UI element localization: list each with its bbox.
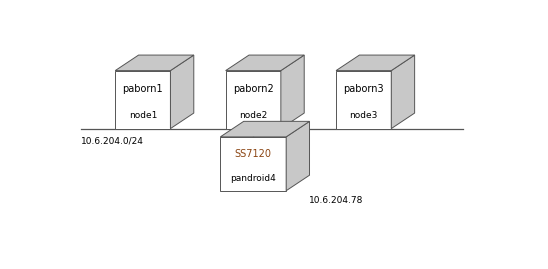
Bar [220,137,286,191]
Bar [336,70,391,129]
Bar [226,70,281,129]
Bar [115,70,170,129]
Text: node2: node2 [239,111,267,120]
Text: pandroid4: pandroid4 [230,174,276,183]
Polygon shape [115,55,194,70]
Text: paborn1: paborn1 [123,84,163,94]
Polygon shape [170,55,194,129]
Text: node3: node3 [350,111,378,120]
Text: paborn3: paborn3 [344,84,384,94]
Text: node1: node1 [129,111,157,120]
Polygon shape [220,121,310,137]
Polygon shape [391,55,415,129]
Polygon shape [226,55,304,70]
Text: 10.6.204.78: 10.6.204.78 [309,196,363,204]
Polygon shape [336,55,415,70]
Polygon shape [281,55,304,129]
Polygon shape [286,121,310,191]
Text: 10.6.204.0/24: 10.6.204.0/24 [81,137,144,146]
Text: SS7120: SS7120 [235,149,272,159]
Text: paborn2: paborn2 [233,84,273,94]
